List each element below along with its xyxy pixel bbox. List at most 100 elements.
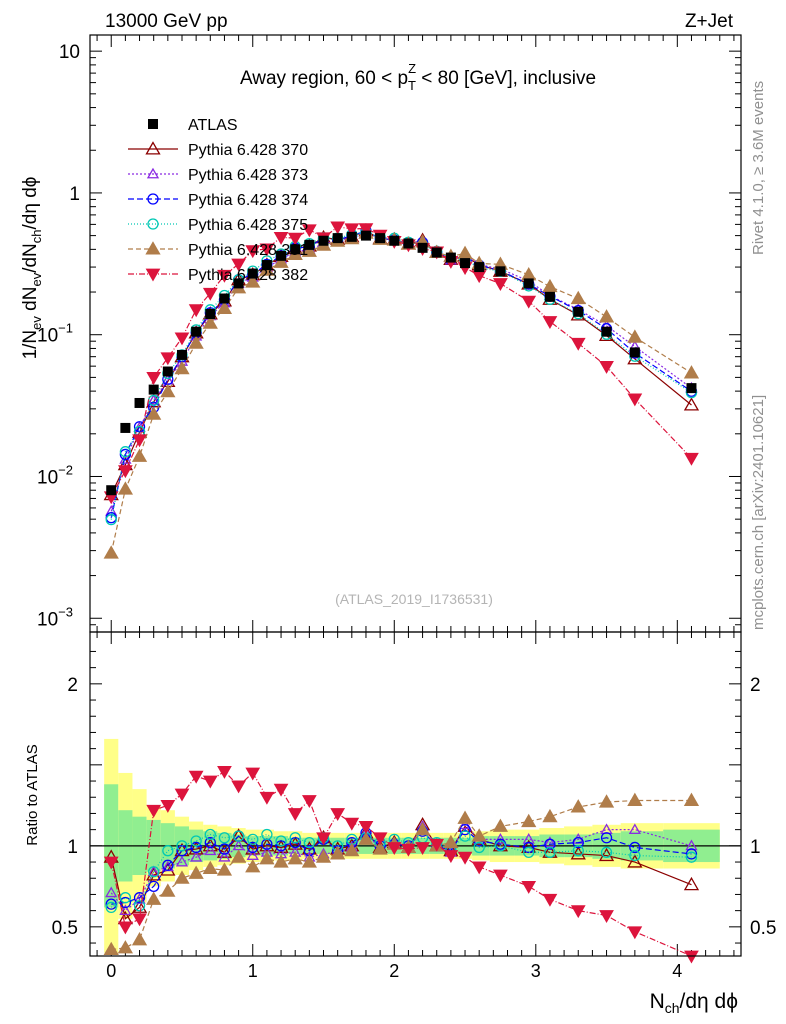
ratio-point-p375 — [232, 830, 245, 842]
point-p382 — [245, 245, 261, 259]
legend-label-p373: Pythia 6.428 373 — [188, 167, 308, 184]
point-p382 — [627, 393, 643, 407]
ratio-point-p381 — [521, 813, 537, 828]
ratio-point-p382 — [599, 910, 614, 924]
ratio-point-p381 — [570, 799, 586, 813]
legend-marker-p370 — [145, 141, 161, 155]
ratio-plot: 0 1 2 3 4 0.5 0.5 1 1 2 2 — [52, 631, 776, 981]
ratio-point-p375 — [133, 900, 146, 912]
point-p381 — [202, 315, 218, 329]
atlas-point — [332, 233, 343, 244]
atlas-point — [389, 235, 400, 246]
point-p382 — [132, 434, 147, 448]
atlas-point — [375, 233, 386, 244]
ratio-point-p381 — [160, 883, 176, 897]
point-p382 — [330, 221, 346, 235]
ratio-point-p382 — [429, 838, 445, 852]
ratio-point-p381 — [471, 828, 487, 842]
plot-title-sup: Z — [408, 61, 416, 76]
ratio-point-p375 — [148, 866, 160, 878]
point-p381 — [301, 243, 317, 257]
point-p381 — [245, 274, 261, 288]
ratio-point-p381 — [301, 854, 317, 868]
ratio-point-p370 — [683, 876, 700, 891]
atlas-point — [247, 268, 258, 279]
legend-marker-p382 — [145, 268, 161, 282]
series-line-p382 — [110, 226, 692, 497]
point-p382 — [259, 243, 275, 257]
ratio-point-p374 — [629, 841, 641, 854]
ratio-point-p373 — [147, 865, 160, 877]
legend-label-p375: Pythia 6.428 375 — [188, 217, 308, 234]
ratio-point-p370 — [598, 847, 615, 862]
ratio-y-tick-label-right: 0.5 — [750, 918, 776, 939]
point-p382 — [344, 223, 360, 237]
ratio-point-p375 — [190, 835, 202, 847]
x-tick-label: 3 — [531, 961, 541, 981]
ratio-point-p373 — [494, 833, 507, 844]
atlas-point — [523, 278, 534, 289]
plot-title-post: < 80 [GeV], inclusive — [416, 68, 596, 89]
ratio-line-p373 — [110, 823, 692, 912]
ratio-y-tick-label: 0.5 — [52, 918, 78, 939]
ratio-point-p375 — [459, 830, 471, 842]
ratio-point-p374 — [247, 841, 259, 854]
atlas-point — [686, 383, 697, 394]
ratio-point-p382 — [493, 869, 508, 883]
point-p381 — [457, 245, 473, 259]
ratio-point-p382 — [386, 842, 402, 855]
atlas-point — [219, 293, 230, 304]
ratio-point-p375 — [275, 835, 287, 847]
ratio-point-p374 — [275, 840, 287, 852]
point-p370 — [683, 397, 700, 411]
atlas-point — [261, 260, 272, 271]
ratio-point-p375 — [119, 892, 132, 904]
point-p381 — [160, 383, 176, 398]
ratio-point-p373 — [204, 844, 217, 856]
ratio-point-p374 — [685, 848, 698, 860]
ratio-point-p381 — [683, 792, 700, 807]
ratio-point-p370 — [131, 899, 148, 913]
ratio-point-p374 — [176, 845, 188, 857]
ratio-point-p374 — [204, 836, 216, 849]
point-p381 — [188, 335, 204, 349]
ratio-point-p373 — [458, 818, 472, 830]
ratio-point-p381 — [414, 821, 431, 836]
ratio-point-p382 — [570, 905, 586, 919]
ratio-point-p375 — [685, 851, 698, 863]
legend-marker-p375 — [147, 218, 159, 230]
ratio-point-p382 — [174, 788, 190, 802]
x-tick-label: 0 — [106, 961, 116, 981]
ratio-point-p381 — [598, 794, 615, 808]
legend-label-atlas: ATLAS — [188, 117, 238, 134]
x-tick-label: 4 — [672, 961, 682, 981]
ratio-point-p370 — [245, 841, 261, 855]
ratio-point-p370 — [570, 846, 586, 860]
atlas-point — [403, 238, 414, 249]
ratio-point-p381 — [627, 792, 643, 807]
point-p382 — [287, 232, 303, 246]
ratio-point-p374 — [105, 898, 117, 910]
point-p373 — [147, 394, 160, 405]
point-p382 — [493, 278, 508, 292]
ratio-y-tick-label-right: 2 — [750, 675, 761, 696]
point-p381 — [627, 329, 643, 343]
point-p382 — [217, 269, 232, 283]
x-tick-label: 1 — [248, 961, 258, 981]
ratio-point-p382 — [231, 780, 246, 794]
point-p381 — [216, 300, 233, 315]
ratio-line-p381 — [111, 799, 692, 951]
ratio-point-p381 — [315, 849, 332, 863]
ratio-point-p381 — [372, 841, 388, 855]
ratio-point-p382 — [287, 808, 303, 821]
ratio-point-p381 — [230, 849, 247, 863]
header-energy: 13000 GeV pp — [105, 11, 228, 32]
ratio-y-axis-label: Ratio to ATLAS — [24, 744, 41, 845]
atlas-point — [346, 231, 357, 242]
ratio-point-p370 — [273, 839, 289, 853]
ratio-point-p381 — [492, 818, 509, 832]
ratio-point-p382 — [160, 799, 176, 813]
ratio-y-tick-label: 1 — [67, 837, 78, 858]
ratio-point-p382 — [401, 843, 416, 857]
ratio-point-p382 — [103, 856, 119, 870]
